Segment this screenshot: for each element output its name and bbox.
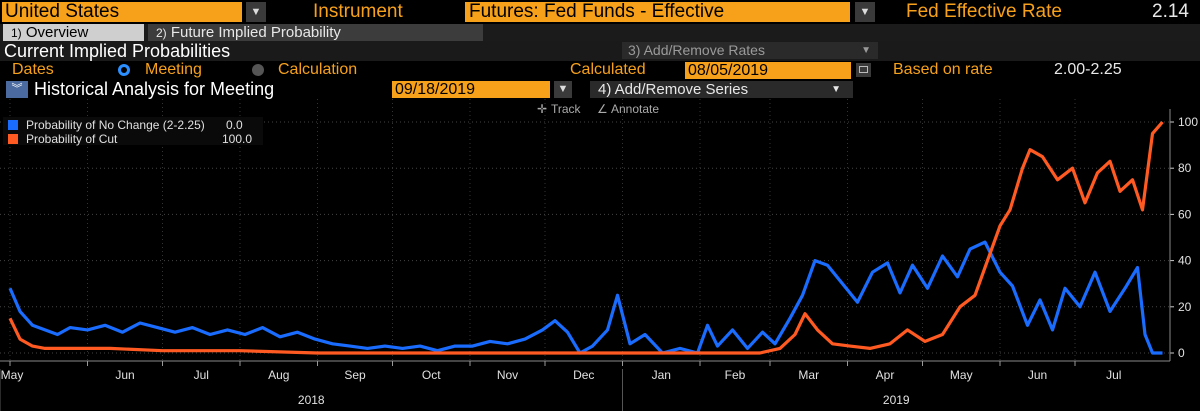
legend-label-cut: Probability of Cut	[26, 132, 118, 146]
instrument-dropdown-icon[interactable]: ▼	[855, 2, 875, 22]
historical-bar: ︾ Historical Analysis for Meeting 09/18/…	[0, 79, 1200, 99]
y-axis: 0 20 40 60 80 100	[1169, 109, 1198, 361]
calendar-icon[interactable]	[856, 63, 871, 77]
x-tick-label: Jun	[1028, 368, 1047, 382]
meeting-date-field[interactable]: 09/18/2019	[392, 81, 550, 98]
calculation-radio[interactable]	[252, 64, 264, 76]
y-tick-label: 20	[1178, 300, 1192, 314]
header-bar: United States ▼ Instrument Futures: Fed …	[0, 0, 1200, 24]
y-tick-label: 100	[1178, 115, 1198, 129]
calculated-date-field[interactable]: 08/05/2019	[685, 62, 851, 79]
tab-number: 1)	[11, 26, 22, 40]
x-tick-label: Apr	[876, 368, 895, 382]
country-field[interactable]: United States	[2, 2, 242, 22]
pencil-icon: ∠	[597, 102, 608, 116]
year-label: 2018	[298, 393, 325, 407]
dates-label: Dates	[12, 61, 54, 78]
x-tick-label: Nov	[497, 368, 518, 382]
meeting-option-label: Meeting	[145, 61, 202, 78]
rate-value: 2.14	[1152, 1, 1189, 22]
calculated-label: Calculated	[570, 61, 646, 78]
x-tick-label: Jul	[194, 368, 209, 382]
y-tick-label: 60	[1178, 207, 1192, 221]
y-tick-label: 40	[1178, 254, 1192, 268]
tab-label: Overview	[25, 24, 89, 41]
dates-bar: Dates Meeting Calculation Calculated 08/…	[0, 61, 1200, 79]
x-tick-label: Oct	[422, 368, 441, 382]
add-remove-rates-label: 3) Add/Remove Rates	[628, 42, 765, 58]
x-tick-label: May	[950, 368, 973, 382]
country-dropdown-icon[interactable]: ▼	[246, 2, 266, 22]
annotate-tool[interactable]: ∠ Annotate	[597, 102, 659, 116]
tab-future-implied-probability[interactable]: 2) Future Implied Probability	[148, 24, 483, 41]
add-remove-series-button[interactable]: 4) Add/Remove Series ▼	[590, 81, 853, 98]
meeting-dropdown-icon[interactable]: ▼	[554, 81, 572, 98]
probability-chart[interactable]: ✛ Track ∠ Annotate Probability of No Cha…	[0, 99, 1200, 411]
add-remove-series-label: 4) Add/Remove Series	[598, 81, 749, 98]
x-tick-label: Sep	[344, 368, 366, 382]
series-line-cut	[8, 120, 1164, 355]
instrument-label: Instrument	[313, 1, 403, 22]
add-remove-rates-button[interactable]: 3) Add/Remove Rates ▼	[622, 42, 878, 59]
historical-title: Historical Analysis for Meeting	[34, 79, 275, 99]
chevron-down-icon: ▼	[831, 84, 841, 95]
x-tick-label: Mar	[798, 368, 819, 382]
collapse-icon[interactable]: ︾	[6, 81, 28, 98]
chart-lines	[8, 120, 1164, 355]
legend-label-no-change: Probability of No Change (2-2.25)	[26, 118, 205, 132]
instrument-field[interactable]: Futures: Fed Funds - Effective	[465, 2, 850, 22]
legend-box	[3, 117, 263, 145]
legend-swatch-cut	[8, 134, 18, 144]
legend-value-cut: 100.0	[222, 132, 252, 146]
series-line-no-change	[8, 240, 1163, 355]
legend-swatch-no-change	[8, 120, 18, 130]
x-tick-label: Jun	[115, 368, 134, 382]
tab-bar: 1) Overview 2) Future Implied Probabilit…	[0, 24, 1200, 41]
y-tick-label: 80	[1178, 161, 1192, 175]
annotate-label: Annotate	[611, 102, 659, 116]
x-tick-label: Jul	[1106, 368, 1121, 382]
track-label: Track	[551, 102, 582, 116]
section-bar: Current Implied Probabilities 3) Add/Rem…	[0, 41, 1200, 61]
meeting-radio[interactable]	[118, 64, 130, 76]
x-axis: May Jun Jul Aug Sep Oct Nov Dec Jan Feb Mar Apr May J…	[0, 360, 1170, 411]
legend-value-no-change: 0.0	[226, 118, 243, 132]
track-tool[interactable]: ✛ Track	[537, 102, 582, 116]
based-on-rate-value: 2.00-2.25	[1054, 61, 1122, 78]
rate-label: Fed Effective Rate	[906, 1, 1062, 22]
tab-overview[interactable]: 1) Overview	[3, 24, 144, 41]
x-tick-label: Jan	[652, 368, 671, 382]
year-label: 2019	[883, 393, 910, 407]
chart-background	[0, 99, 1200, 411]
crosshair-icon: ✛	[537, 102, 547, 116]
section-title: Current Implied Probabilities	[4, 41, 231, 61]
calculation-option-label: Calculation	[278, 61, 358, 78]
x-tick-label: Aug	[268, 368, 289, 382]
based-on-rate-label: Based on rate	[893, 61, 993, 78]
x-tick-label: Dec	[573, 368, 594, 382]
x-tick-label: Feb	[725, 368, 746, 382]
tab-number: 2)	[156, 26, 167, 40]
tab-label: Future Implied Probability	[170, 24, 341, 41]
legend: Probability of No Change (2-2.25) 0.0 Pr…	[3, 117, 263, 146]
y-tick-label: 0	[1178, 346, 1185, 360]
x-tick-label: May	[1, 368, 24, 382]
chevron-down-icon: ▼	[861, 45, 871, 56]
